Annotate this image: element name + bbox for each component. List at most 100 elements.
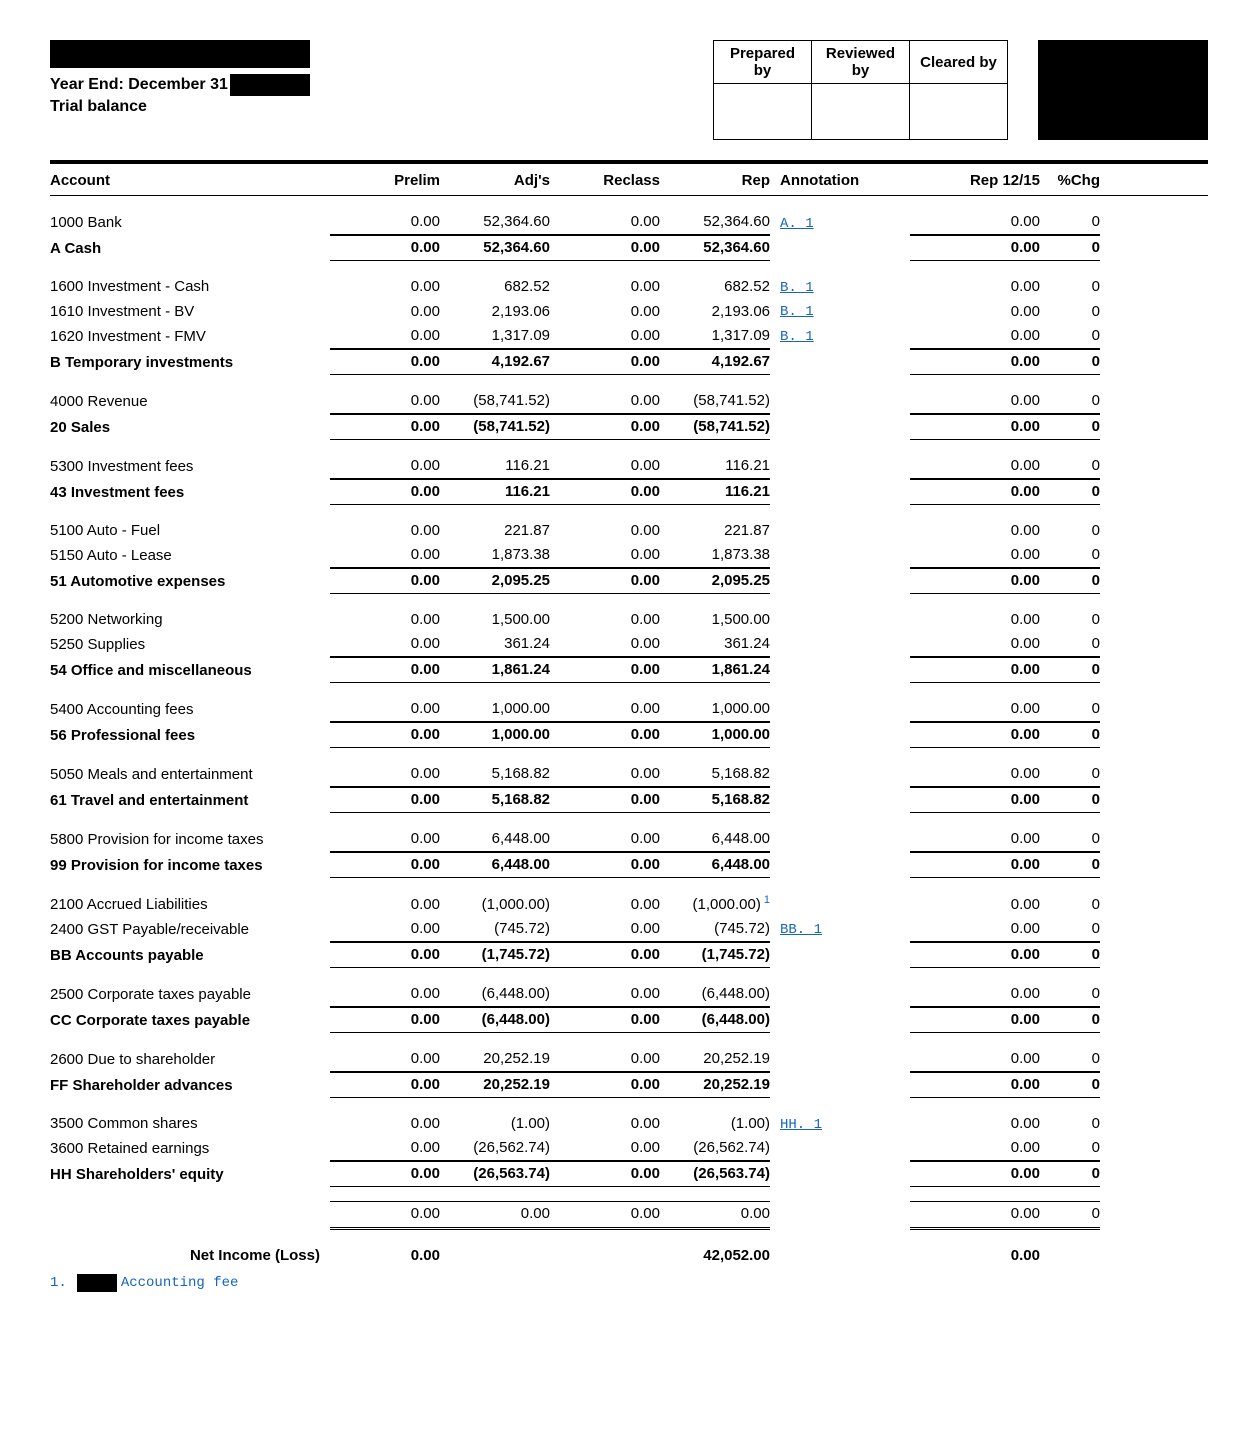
account-group: 2600 Due to shareholder0.0020,252.190.00… [50, 1047, 1208, 1098]
prelim-cell: 0.00 [330, 1112, 440, 1136]
adjs-cell: 1,000.00 [440, 697, 550, 722]
annotation-link[interactable]: HH. 1 [780, 1117, 822, 1133]
adjs-cell: (6,448.00) [440, 982, 550, 1007]
prelim-cell: 0.00 [330, 389, 440, 414]
prelim-cell: 0.00 [330, 762, 440, 787]
total-adjs: 1,000.00 [440, 722, 550, 748]
adjs-cell: 682.52 [440, 275, 550, 299]
adjs-cell: 1,873.38 [440, 543, 550, 568]
adjs-cell: 116.21 [440, 454, 550, 479]
net-income-prelim: 0.00 [330, 1244, 440, 1268]
group-total-label: B Temporary investments [50, 351, 330, 375]
net-income-label: Net Income (Loss) [50, 1244, 330, 1268]
annotation-superscript: 1 [764, 894, 770, 906]
total-r1215: 0.00 [910, 657, 1040, 683]
col-annotation: Annotation [770, 172, 910, 189]
rep1215-cell: 0.00 [910, 917, 1040, 942]
total-rep: 6,448.00 [660, 852, 770, 878]
grand-reclass: 0.00 [550, 1201, 660, 1230]
reclass-cell: 0.00 [550, 324, 660, 349]
rep1215-cell: 0.00 [910, 762, 1040, 787]
total-reclass: 0.00 [550, 414, 660, 440]
total-rep: 1,000.00 [660, 722, 770, 748]
total-reclass: 0.00 [550, 1007, 660, 1033]
reclass-cell: 0.00 [550, 632, 660, 657]
account-cell: 2600 Due to shareholder [50, 1048, 330, 1072]
total-chg: 0 [1040, 235, 1100, 261]
table-row: 3500 Common shares0.00(1.00)0.00(1.00)HH… [50, 1112, 1208, 1136]
group-total-row: BB Accounts payable0.00(1,745.72)0.00(1,… [50, 942, 1208, 968]
col-adjs: Adj's [440, 172, 550, 189]
prelim-cell: 0.00 [330, 632, 440, 657]
total-reclass: 0.00 [550, 657, 660, 683]
rep-cell: (26,562.74) [660, 1136, 770, 1161]
chg-cell: 0 [1040, 762, 1100, 787]
rep-cell: 52,364.60 [660, 210, 770, 235]
col-rep1215: Rep 12/15 [910, 172, 1040, 189]
total-rep: 5,168.82 [660, 787, 770, 813]
total-rep: 2,095.25 [660, 568, 770, 594]
grand-r1215: 0.00 [910, 1201, 1040, 1230]
rep1215-cell: 0.00 [910, 893, 1040, 917]
annotation-link[interactable]: B. 1 [780, 329, 814, 345]
reclass-cell: 0.00 [550, 519, 660, 543]
rep1215-cell: 0.00 [910, 1047, 1040, 1072]
group-total-row: 61 Travel and entertainment0.005,168.820… [50, 787, 1208, 813]
table-row: 2100 Accrued Liabilities0.00(1,000.00)0.… [50, 892, 1208, 917]
footnote: 1. Accounting fee [50, 1274, 1208, 1292]
reclass-cell: 0.00 [550, 543, 660, 568]
account-cell: 5200 Networking [50, 608, 330, 632]
annotation-link[interactable]: A. 1 [780, 216, 814, 232]
account-group: 5200 Networking0.001,500.000.001,500.000… [50, 608, 1208, 683]
col-rep: Rep [660, 172, 770, 189]
chg-cell: 0 [1040, 608, 1100, 632]
rep1215-cell: 0.00 [910, 300, 1040, 324]
redacted-footnote [77, 1274, 117, 1292]
account-cell: 3500 Common shares [50, 1112, 330, 1136]
reclass-cell: 0.00 [550, 1136, 660, 1161]
group-total-row: 54 Office and miscellaneous0.001,861.240… [50, 657, 1208, 683]
total-prelim: 0.00 [330, 1161, 440, 1187]
chg-cell: 0 [1040, 210, 1100, 235]
annotation-link[interactable]: B. 1 [780, 304, 814, 320]
total-rep: 1,861.24 [660, 657, 770, 683]
rep1215-cell: 0.00 [910, 324, 1040, 349]
annotation-cell: B. 1 [770, 275, 910, 299]
total-chg: 0 [1040, 787, 1100, 813]
total-prelim: 0.00 [330, 349, 440, 375]
group-total-label: CC Corporate taxes payable [50, 1009, 330, 1033]
group-total-row: 51 Automotive expenses0.002,095.250.002,… [50, 568, 1208, 594]
rep1215-cell: 0.00 [910, 608, 1040, 632]
total-adjs: 20,252.19 [440, 1072, 550, 1098]
account-cell: 5400 Accounting fees [50, 698, 330, 722]
prelim-cell: 0.00 [330, 1136, 440, 1161]
total-r1215: 0.00 [910, 787, 1040, 813]
footnote-number: 1. [50, 1275, 67, 1291]
total-chg: 0 [1040, 1072, 1100, 1098]
redacted-company-name [50, 40, 310, 68]
account-cell: 1620 Investment - FMV [50, 325, 330, 349]
table-row: 3600 Retained earnings0.00(26,562.74)0.0… [50, 1136, 1208, 1161]
total-chg: 0 [1040, 1161, 1100, 1187]
total-adjs: 116.21 [440, 479, 550, 505]
group-total-label: 20 Sales [50, 416, 330, 440]
annotation-link[interactable]: B. 1 [780, 280, 814, 296]
table-row: 5200 Networking0.001,500.000.001,500.000… [50, 608, 1208, 632]
account-cell: 5150 Auto - Lease [50, 544, 330, 568]
total-chg: 0 [1040, 942, 1100, 968]
table-row: 1600 Investment - Cash0.00682.520.00682.… [50, 275, 1208, 299]
trial-balance-table: Account Prelim Adj's Reclass Rep Annotat… [50, 160, 1208, 1268]
reclass-cell: 0.00 [550, 300, 660, 324]
chg-cell: 0 [1040, 632, 1100, 657]
total-rep: 20,252.19 [660, 1072, 770, 1098]
total-reclass: 0.00 [550, 1072, 660, 1098]
rep-cell: 2,193.06 [660, 300, 770, 324]
group-total-label: BB Accounts payable [50, 944, 330, 968]
account-group: 5100 Auto - Fuel0.00221.870.00221.870.00… [50, 519, 1208, 594]
group-total-label: FF Shareholder advances [50, 1074, 330, 1098]
annotation-link[interactable]: BB. 1 [780, 922, 822, 938]
rep1215-cell: 0.00 [910, 543, 1040, 568]
account-cell: 5300 Investment fees [50, 455, 330, 479]
table-row: 5400 Accounting fees0.001,000.000.001,00… [50, 697, 1208, 722]
rep1215-cell: 0.00 [910, 454, 1040, 479]
